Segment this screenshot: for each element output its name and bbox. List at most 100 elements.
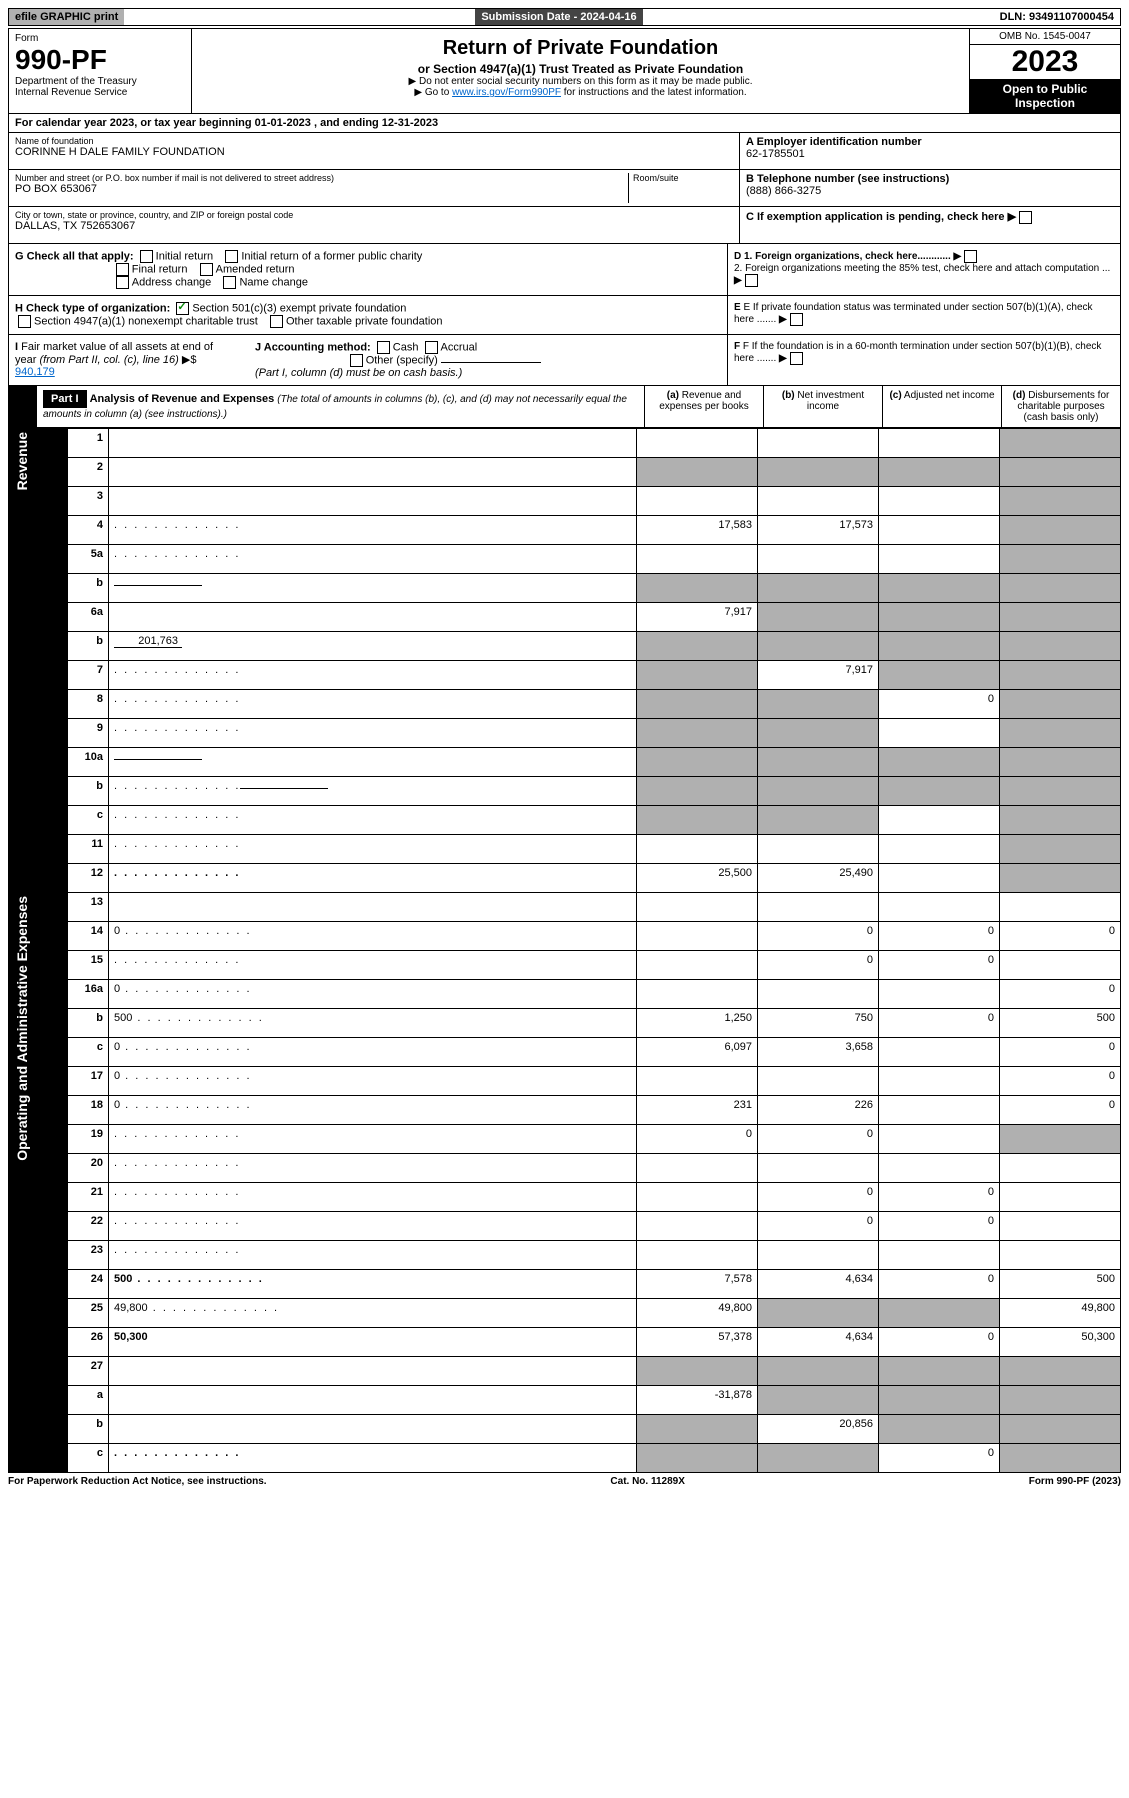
- row-number: 17: [68, 1067, 109, 1096]
- g-final-checkbox[interactable]: [116, 263, 129, 276]
- val-b: [758, 574, 879, 603]
- table-row: 10a: [9, 748, 1121, 777]
- row-desc: [109, 1386, 637, 1415]
- row-desc: 0: [109, 1067, 637, 1096]
- row-number: 26: [68, 1328, 109, 1357]
- g-initial-former-checkbox[interactable]: [225, 250, 238, 263]
- val-b: 0: [758, 951, 879, 980]
- h-4947-checkbox[interactable]: [18, 315, 31, 328]
- row-number: 9: [68, 719, 109, 748]
- h-501c3-checkbox[interactable]: [176, 302, 189, 315]
- val-d: [1000, 429, 1121, 458]
- val-b: [758, 487, 879, 516]
- g-address-checkbox[interactable]: [116, 276, 129, 289]
- phone: (888) 866-3275: [746, 185, 1114, 197]
- val-c: [879, 1415, 1000, 1444]
- j-other-checkbox[interactable]: [350, 354, 363, 367]
- val-b: [758, 748, 879, 777]
- form-subtitle: or Section 4947(a)(1) Trust Treated as P…: [198, 62, 963, 76]
- g-name-checkbox[interactable]: [223, 276, 236, 289]
- city: DALLAS, TX 752653067: [15, 220, 733, 232]
- table-row: 3: [9, 487, 1121, 516]
- val-d: 49,800: [1000, 1299, 1121, 1328]
- j-cash-checkbox[interactable]: [377, 341, 390, 354]
- val-d: [1000, 951, 1121, 980]
- val-a: [637, 719, 758, 748]
- row-number: 25: [68, 1299, 109, 1328]
- val-a: [637, 777, 758, 806]
- row-number: 21: [68, 1183, 109, 1212]
- row-desc: [109, 1125, 637, 1154]
- val-d: [1000, 1154, 1121, 1183]
- foundation-name: CORINNE H DALE FAMILY FOUNDATION: [15, 146, 733, 158]
- footer-right: Form 990-PF (2023): [1029, 1476, 1121, 1487]
- e-checkbox[interactable]: [790, 313, 803, 326]
- val-b: [758, 690, 879, 719]
- table-row: 245007,5784,6340500: [9, 1270, 1121, 1299]
- val-c: [879, 719, 1000, 748]
- c-checkbox[interactable]: [1019, 211, 1032, 224]
- table-row: 1225,50025,490: [9, 864, 1121, 893]
- val-d: [1000, 690, 1121, 719]
- val-c: [879, 1241, 1000, 1270]
- top-bar: efile GRAPHIC print Submission Date - 20…: [8, 8, 1121, 26]
- val-d: [1000, 893, 1121, 922]
- val-a: [637, 980, 758, 1009]
- efile-label[interactable]: efile GRAPHIC print: [9, 9, 124, 25]
- part1-header-row: Part I Analysis of Revenue and Expenses …: [8, 386, 1121, 428]
- col-d-header: (d) Disbursements for charitable purpose…: [1001, 386, 1120, 427]
- row-desc: [109, 864, 637, 893]
- row-number: 22: [68, 1212, 109, 1241]
- val-d: [1000, 603, 1121, 632]
- val-d: 0: [1000, 980, 1121, 1009]
- val-d: [1000, 574, 1121, 603]
- row-number: 20: [68, 1154, 109, 1183]
- row-desc: [109, 951, 637, 980]
- footer-left: For Paperwork Reduction Act Notice, see …: [8, 1476, 267, 1487]
- val-a: [637, 1067, 758, 1096]
- f-checkbox[interactable]: [790, 352, 803, 365]
- val-d: [1000, 545, 1121, 574]
- dept-irs: Internal Revenue Service: [15, 87, 185, 98]
- header-right: OMB No. 1545-0047 2023 Open to Public In…: [969, 29, 1120, 113]
- irs-link[interactable]: www.irs.gov/Form990PF: [452, 87, 561, 98]
- val-b: 17,573: [758, 516, 879, 545]
- table-row: 9: [9, 719, 1121, 748]
- form-label: Form: [15, 33, 185, 44]
- val-c: [879, 835, 1000, 864]
- table-row: 6a7,917: [9, 603, 1121, 632]
- table-row: c0: [9, 1444, 1121, 1473]
- row-number: 2: [68, 458, 109, 487]
- tax-year: 2023: [970, 45, 1120, 79]
- val-a: 57,378: [637, 1328, 758, 1357]
- val-b: 0: [758, 1212, 879, 1241]
- row-number: 18: [68, 1096, 109, 1125]
- part1-label: Part I: [43, 390, 87, 408]
- val-d: [1000, 458, 1121, 487]
- row-number: 8: [68, 690, 109, 719]
- row-number: c: [68, 1038, 109, 1067]
- val-b: [758, 835, 879, 864]
- val-a: [637, 835, 758, 864]
- val-c: 0: [879, 1212, 1000, 1241]
- val-b: [758, 1154, 879, 1183]
- d2-checkbox[interactable]: [745, 274, 758, 287]
- val-b: 750: [758, 1009, 879, 1038]
- g-initial-checkbox[interactable]: [140, 250, 153, 263]
- val-b: [758, 1357, 879, 1386]
- col-b-header: (b) Net investment income: [763, 386, 882, 427]
- row-desc: [109, 1241, 637, 1270]
- d1-checkbox[interactable]: [964, 250, 977, 263]
- val-a: [637, 1183, 758, 1212]
- table-row: Operating and Administrative Expenses13: [9, 893, 1121, 922]
- g-amended-checkbox[interactable]: [200, 263, 213, 276]
- open-public: Open to Public Inspection: [970, 79, 1120, 113]
- dln: DLN: 93491107000454: [994, 9, 1120, 25]
- row-number: c: [68, 806, 109, 835]
- j-accrual-checkbox[interactable]: [425, 341, 438, 354]
- row-desc: [109, 690, 637, 719]
- row-desc: [109, 458, 637, 487]
- row-desc: 0: [109, 1096, 637, 1125]
- h-other-checkbox[interactable]: [270, 315, 283, 328]
- val-a: [637, 1212, 758, 1241]
